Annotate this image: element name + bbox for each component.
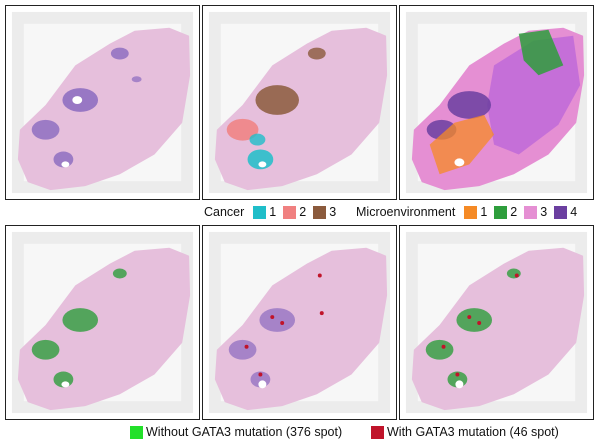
combined-mutation-spot-map [405,231,588,414]
legend-microenvironment-title: Microenvironment [356,205,456,219]
with-mutation-spot-map [208,231,391,414]
legend-micro-label-1: 1 [480,205,488,219]
legend-micro-swatch-3 [524,205,538,219]
legend-micro-swatch-1 [464,205,478,219]
legend-cancer-swatch-1 [253,205,267,219]
panel-microenvironment-clusters [399,5,594,200]
legend-cancer-label-2: 2 [299,205,307,219]
legend-cancer-title: Cancer [204,205,245,219]
legend-cancer-swatch-3 [313,205,327,219]
legend-without-label: Without GATA3 mutation (376 spot) [146,425,343,439]
panel-he-tissue [5,5,200,200]
panel-combined-mutation [399,225,594,420]
legend-without-mutation: Without GATA3 mutation (376 spot) [126,425,342,439]
legend-cancer-swatch-2 [283,205,297,219]
legend-without-swatch [130,425,143,439]
legend-microenvironment: Microenvironment 1 2 3 4 [356,205,580,219]
legend-cancer-label-3: 3 [329,205,337,219]
panel-cancer-clusters [202,5,397,200]
legend-with-mutation: With GATA3 mutation (46 spot) [367,425,559,439]
he-tissue-image [11,11,194,194]
cancer-cluster-map [208,11,391,194]
legend-cancer-label-1: 1 [269,205,277,219]
without-mutation-spot-map [11,231,194,414]
legend-micro-swatch-4 [554,205,568,219]
panel-with-mutation [202,225,397,420]
panel-without-mutation [5,225,200,420]
legend-micro-swatch-2 [494,205,508,219]
legend-micro-label-2: 2 [510,205,518,219]
legend-with-swatch [371,425,384,439]
legend-cancer: Cancer 1 2 3 [204,205,339,219]
legend-with-label: With GATA3 mutation (46 spot) [387,425,559,439]
microenvironment-cluster-map [405,11,588,194]
legend-micro-label-4: 4 [570,205,578,219]
legend-micro-label-3: 3 [540,205,548,219]
